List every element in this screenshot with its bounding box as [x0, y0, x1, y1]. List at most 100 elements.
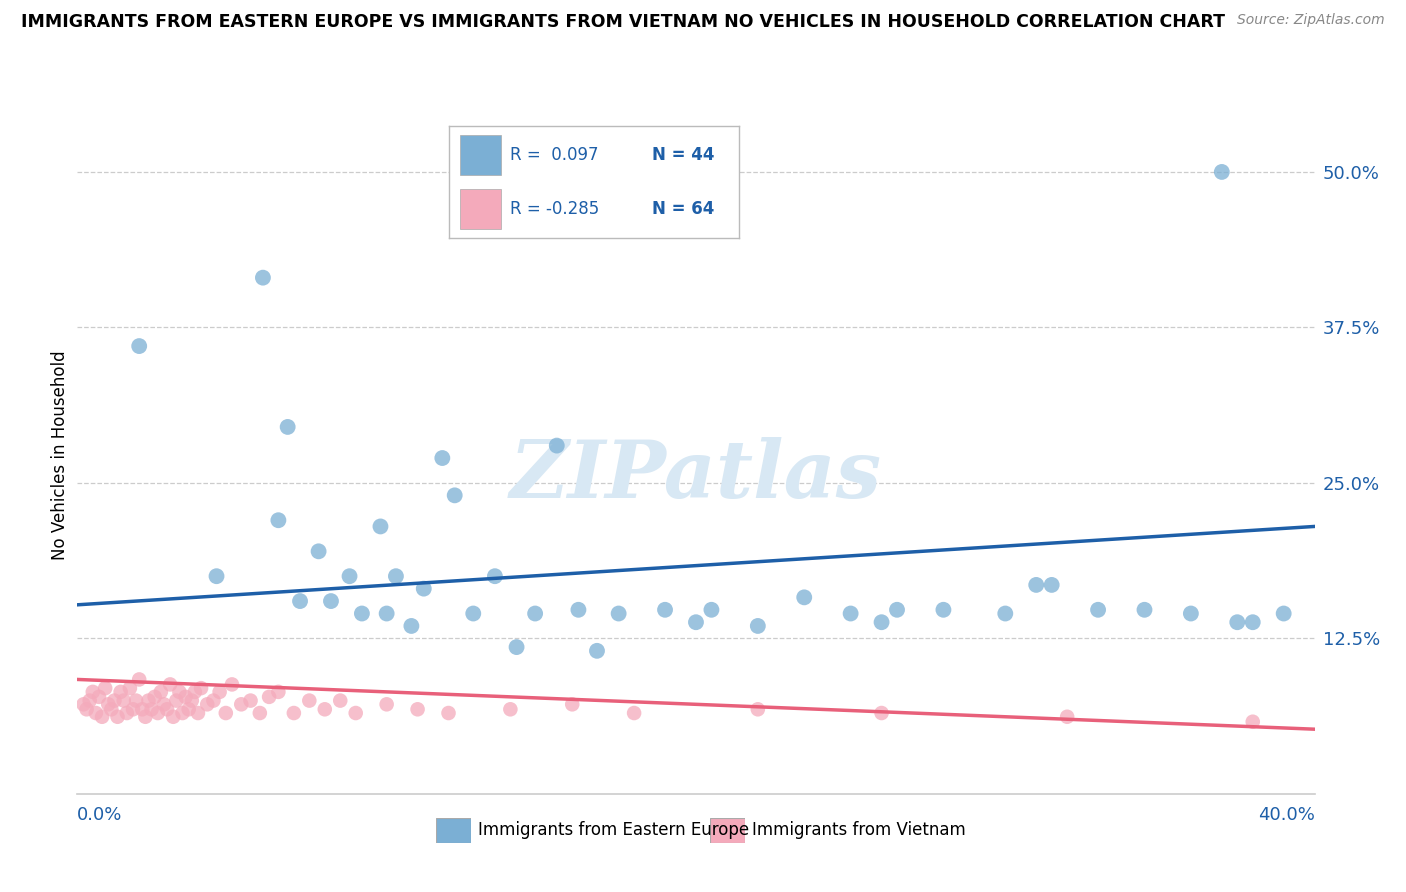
Point	[159, 677, 181, 691]
Point	[319, 594, 342, 608]
Point	[314, 702, 336, 716]
Point	[195, 698, 218, 712]
Point	[143, 690, 166, 704]
Point	[190, 681, 212, 695]
Point	[406, 702, 429, 716]
Point	[546, 439, 568, 453]
Point	[298, 693, 321, 707]
Text: ZIPatlas: ZIPatlas	[510, 436, 882, 514]
Point	[329, 693, 352, 707]
Point	[700, 603, 723, 617]
Point	[499, 702, 522, 716]
Point	[153, 698, 176, 712]
Text: Source: ZipAtlas.com: Source: ZipAtlas.com	[1237, 13, 1385, 28]
Point	[174, 690, 197, 704]
Point	[187, 706, 209, 720]
Point	[484, 569, 506, 583]
Point	[82, 685, 104, 699]
Point	[184, 685, 207, 699]
Point	[177, 702, 200, 716]
Y-axis label: No Vehicles in Household: No Vehicles in Household	[51, 350, 69, 560]
Point	[288, 594, 311, 608]
Point	[138, 693, 160, 707]
Point	[277, 420, 299, 434]
Text: 0.0%: 0.0%	[77, 806, 122, 824]
Point	[122, 702, 145, 716]
Point	[107, 710, 129, 724]
Point	[156, 702, 179, 716]
Point	[463, 607, 485, 621]
Point	[221, 677, 243, 691]
Point	[252, 270, 274, 285]
Point	[1226, 615, 1249, 630]
Point	[1025, 578, 1047, 592]
Point	[1040, 578, 1063, 592]
Point	[100, 702, 122, 716]
Point	[1180, 607, 1202, 621]
Point	[870, 706, 893, 720]
Point	[110, 685, 132, 699]
Point	[567, 603, 589, 617]
Point	[146, 706, 169, 720]
Point	[385, 569, 408, 583]
Point	[118, 681, 141, 695]
Point	[76, 702, 98, 716]
Text: 40.0%: 40.0%	[1258, 806, 1315, 824]
Point	[344, 706, 367, 720]
Point	[586, 644, 609, 658]
Point	[839, 607, 862, 621]
Point	[205, 569, 228, 583]
Point	[87, 690, 110, 704]
Point	[97, 698, 120, 712]
Point	[267, 513, 290, 527]
Point	[208, 685, 231, 699]
Point	[747, 702, 769, 716]
Point	[162, 710, 184, 724]
Point	[91, 710, 114, 724]
Point	[437, 706, 460, 720]
Point	[84, 706, 107, 720]
Point	[239, 693, 262, 707]
Point	[172, 706, 194, 720]
Point	[103, 693, 125, 707]
Point	[747, 619, 769, 633]
Point	[1056, 710, 1078, 724]
Point	[1272, 607, 1295, 621]
Point	[131, 702, 153, 716]
Point	[128, 339, 150, 353]
Point	[505, 640, 527, 654]
Point	[561, 698, 583, 712]
Point	[375, 607, 398, 621]
Point	[141, 702, 163, 716]
Point	[72, 698, 94, 712]
Point	[79, 693, 101, 707]
Point	[202, 693, 225, 707]
Point	[308, 544, 330, 558]
Point	[401, 619, 423, 633]
Point	[134, 710, 156, 724]
Point	[169, 685, 191, 699]
Point	[1133, 603, 1156, 617]
Text: Immigrants from Vietnam: Immigrants from Vietnam	[752, 822, 966, 839]
Point	[231, 698, 253, 712]
Point	[1211, 165, 1233, 179]
Point	[375, 698, 398, 712]
Point	[149, 685, 172, 699]
Text: IMMIGRANTS FROM EASTERN EUROPE VS IMMIGRANTS FROM VIETNAM NO VEHICLES IN HOUSEHO: IMMIGRANTS FROM EASTERN EUROPE VS IMMIGR…	[21, 13, 1225, 31]
Point	[654, 603, 676, 617]
Point	[432, 450, 454, 465]
Point	[350, 607, 373, 621]
Point	[685, 615, 707, 630]
Point	[283, 706, 305, 720]
Point	[524, 607, 547, 621]
Point	[793, 591, 815, 605]
Point	[128, 673, 150, 687]
Point	[165, 693, 187, 707]
Point	[932, 603, 955, 617]
Point	[623, 706, 645, 720]
Point	[125, 693, 148, 707]
Point	[870, 615, 893, 630]
Point	[886, 603, 908, 617]
Point	[267, 685, 290, 699]
Point	[180, 693, 202, 707]
